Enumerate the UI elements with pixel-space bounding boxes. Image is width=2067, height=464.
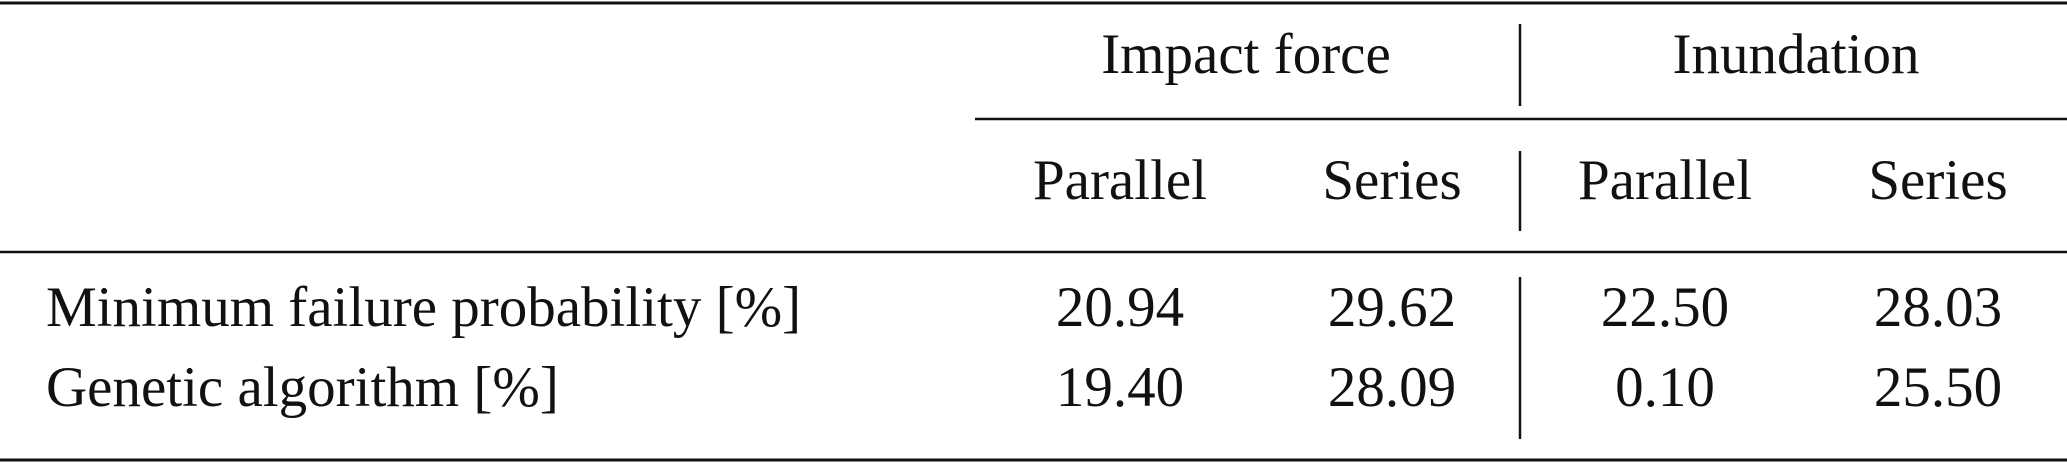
group-header: Impact force <box>1101 23 1391 86</box>
cell: 22.50 <box>1601 276 1729 339</box>
group-header: Inundation <box>1673 23 1920 86</box>
cell: 20.94 <box>1056 276 1184 339</box>
cell: 28.09 <box>1328 356 1456 419</box>
column-header: Parallel <box>1578 149 1752 212</box>
row-label: Genetic algorithm [%] <box>46 356 559 419</box>
column-header: Series <box>1322 149 1461 212</box>
cell: 29.62 <box>1328 276 1456 339</box>
column-header: Series <box>1868 149 2007 212</box>
cell: 25.50 <box>1874 356 2002 419</box>
cell: 28.03 <box>1874 276 2002 339</box>
row-label: Minimum failure probability [%] <box>46 276 801 339</box>
cell: 19.40 <box>1056 356 1184 419</box>
cell: 0.10 <box>1615 356 1715 419</box>
column-header: Parallel <box>1033 149 1207 212</box>
